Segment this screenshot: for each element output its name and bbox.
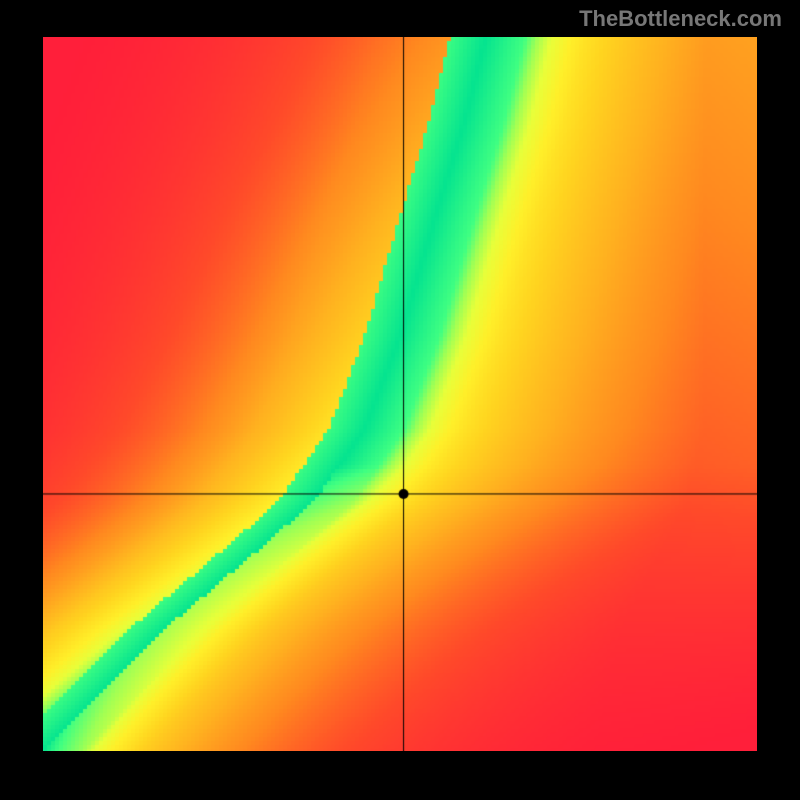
chart-container: { "watermark": { "text": "TheBottleneck.… <box>0 0 800 800</box>
heatmap-canvas <box>43 37 757 751</box>
watermark-text: TheBottleneck.com <box>579 6 782 32</box>
